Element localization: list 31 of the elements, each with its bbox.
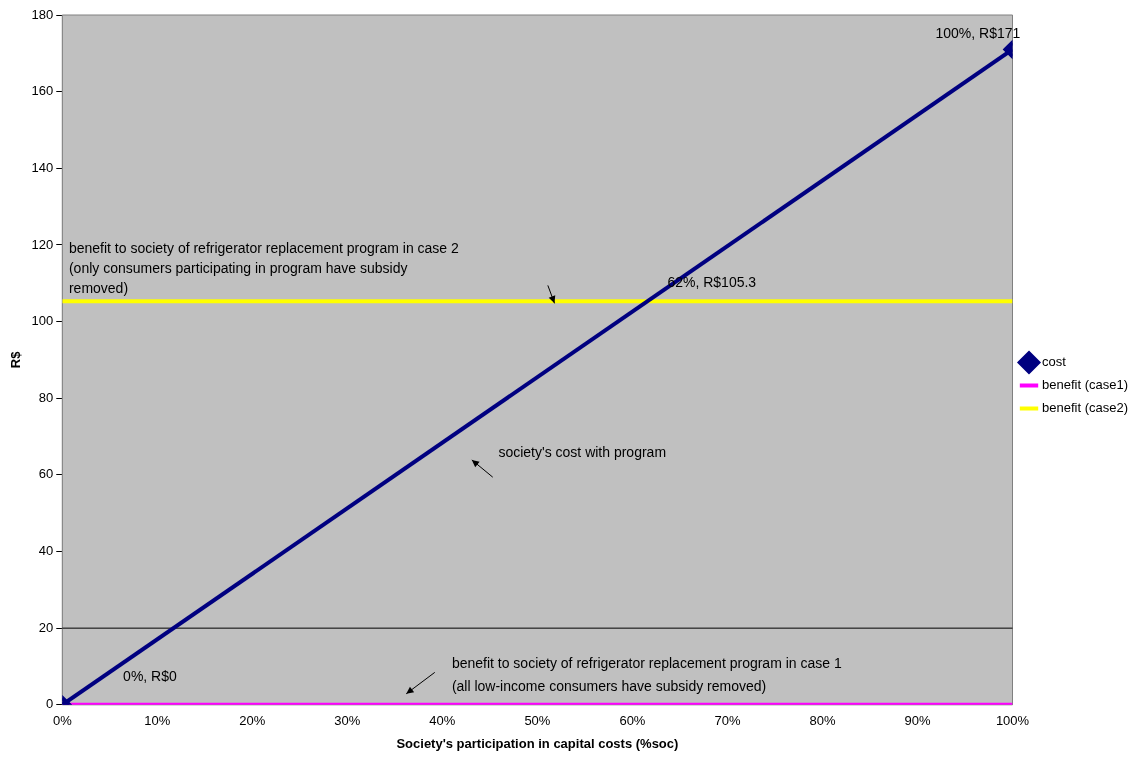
x-tick-label: 50% [524, 713, 551, 729]
x-tick-label: 40% [429, 713, 456, 729]
legend-label: benefit (case1) [1042, 377, 1129, 393]
annotation: 0%, R$0 [123, 667, 178, 684]
annotation: society's cost with program [498, 444, 667, 461]
y-tick-label: 40 [38, 543, 54, 559]
y-tick-label: 60 [38, 466, 54, 482]
x-axis-title: Society's participation in capital costs (%soc) [396, 735, 679, 751]
x-tick-label: 60% [619, 713, 646, 729]
x-tick-label: 100% [995, 713, 1030, 729]
x-tick-label: 90% [904, 713, 931, 729]
y-tick-label: 80 [38, 389, 54, 405]
x-tick-label: 80% [809, 713, 836, 729]
y-tick-label: 100 [31, 313, 54, 329]
y-axis-title: R$ [8, 350, 24, 369]
y-tick-label: 0 [46, 696, 54, 712]
annotation: benefit to society of refrigerator replacement program in case 2 (only consumers participating in program have subsidy removed) [68, 239, 460, 296]
x-tick-label: 70% [714, 713, 741, 729]
y-tick-label: 140 [31, 159, 54, 175]
x-tick-label: 20% [239, 713, 266, 729]
y-tick-label: 180 [31, 6, 54, 22]
y-tick-label: 20 [38, 619, 54, 635]
y-tick-label: 120 [31, 236, 54, 252]
x-tick-label: 10% [144, 713, 171, 729]
annotation: benefit to society of refrigerator replacement program in case 1 (all low-income consumers have subsidy removed) [451, 654, 842, 694]
y-tick-label: 160 [31, 83, 54, 99]
legend-label: benefit (case2) [1042, 400, 1129, 416]
legend-label: cost [1042, 354, 1067, 370]
x-tick-label: 30% [334, 713, 361, 729]
annotation: 100%, R$171 [935, 25, 1021, 42]
x-tick-label: 0% [52, 713, 73, 729]
